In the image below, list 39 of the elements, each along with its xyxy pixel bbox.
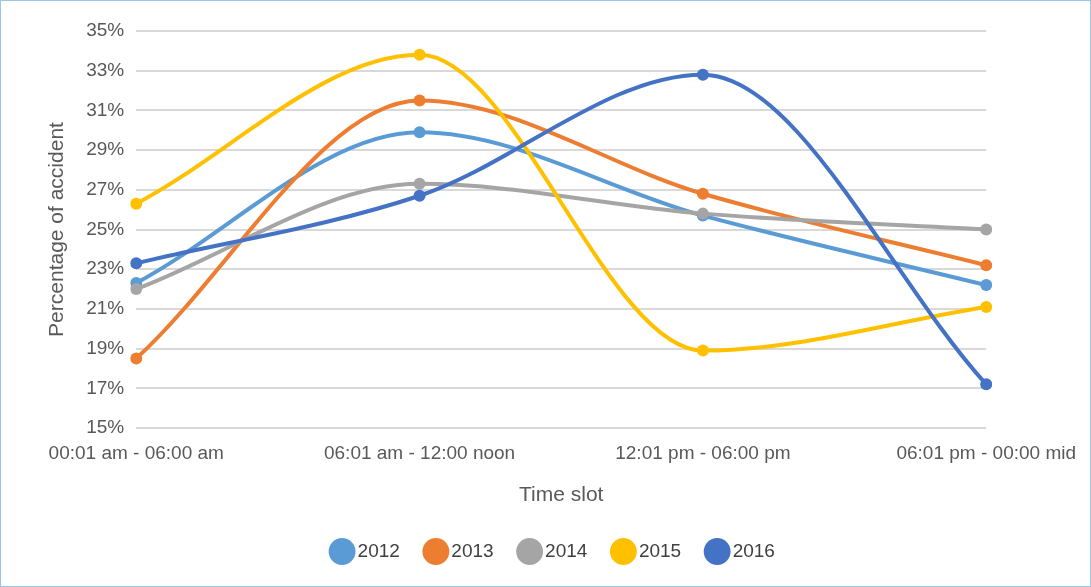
point — [130, 283, 143, 296]
point — [980, 378, 993, 391]
point — [413, 126, 426, 139]
legend-label: 2014 — [545, 539, 588, 561]
point — [413, 48, 426, 61]
y-tick-label: 27% — [86, 178, 125, 200]
legend-label: 2013 — [451, 539, 494, 561]
y-tick-label: 25% — [86, 217, 125, 239]
point — [980, 279, 993, 292]
point — [413, 189, 426, 202]
point — [980, 223, 993, 236]
point — [696, 68, 709, 81]
y-tick-label: 21% — [86, 297, 125, 319]
point — [696, 187, 709, 200]
point — [130, 352, 143, 365]
x-axis-title: Time slot — [519, 482, 604, 506]
point — [980, 259, 993, 272]
legend-label: 2012 — [357, 539, 400, 561]
point — [413, 94, 426, 107]
y-tick-label: 29% — [86, 138, 125, 160]
x-tick-label: 12:01 pm - 06:00 pm — [615, 441, 791, 463]
y-tick-label: 31% — [86, 98, 125, 120]
x-tick-label: 06:01 am - 12:00 noon — [323, 441, 516, 463]
y-tick-label: 23% — [86, 257, 125, 279]
legend-label: 2016 — [732, 539, 775, 561]
y-tick-label: 35% — [86, 19, 125, 41]
point — [130, 197, 143, 210]
point — [130, 257, 143, 270]
y-tick-label: 33% — [86, 58, 125, 80]
point — [696, 344, 709, 357]
y-tick-label: 17% — [86, 376, 125, 398]
x-tick-label: 06:01 pm - 00:00 mid — [896, 441, 1076, 463]
point — [413, 177, 426, 190]
y-axis-title: Percentage of accident — [44, 121, 68, 337]
y-tick-label: 19% — [86, 336, 125, 358]
legend-label: 2015 — [638, 539, 682, 561]
point — [980, 300, 993, 313]
x-tick-label: 00:01 am - 06:00 am — [48, 441, 224, 463]
y-tick-label: 15% — [86, 416, 125, 438]
